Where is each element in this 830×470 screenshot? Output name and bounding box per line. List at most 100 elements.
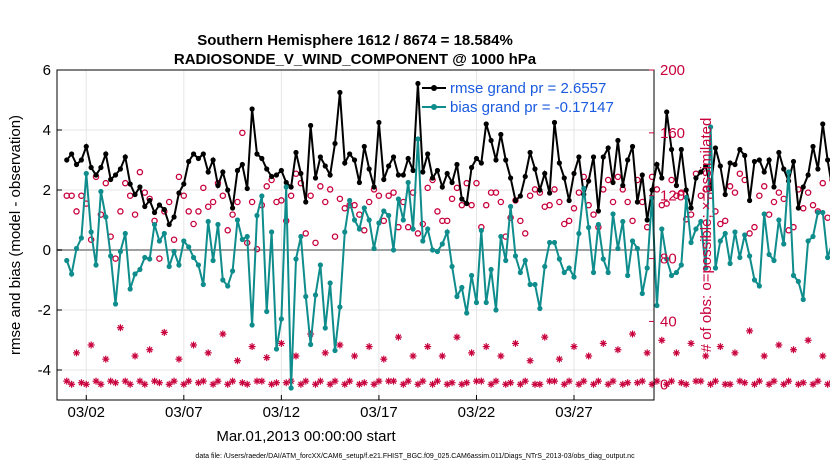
possible-point <box>200 184 207 192</box>
bias-point <box>786 169 792 175</box>
rmse-point <box>654 161 660 168</box>
assimilated-point <box>277 339 285 347</box>
possible-point <box>165 198 173 206</box>
assimilated-point <box>165 380 173 388</box>
bias-point <box>717 238 723 244</box>
assimilated-point <box>331 377 339 385</box>
bias-point <box>337 304 343 310</box>
assimilated-point <box>726 380 734 388</box>
possible-point <box>717 220 724 228</box>
possible-point <box>765 211 773 218</box>
bias-point <box>229 268 236 274</box>
possible-point <box>468 201 475 209</box>
assimilated-point <box>668 377 676 385</box>
possible-point <box>800 205 807 212</box>
bias-point <box>488 266 494 273</box>
possible-point <box>361 227 368 234</box>
x-tick-label: 03/12 <box>263 404 301 421</box>
assimilated-point <box>711 377 719 385</box>
rmse-point <box>805 172 811 178</box>
assimilated-point <box>82 380 90 388</box>
assimilated-point <box>770 377 778 385</box>
rmse-point <box>342 160 348 166</box>
assimilated-point <box>809 380 817 388</box>
bias-point <box>781 241 787 247</box>
rmse-point <box>512 197 519 204</box>
possible-point <box>526 192 534 199</box>
possible-point <box>278 197 285 204</box>
assimilated-point <box>380 355 388 363</box>
rmse-point <box>478 160 484 166</box>
bias-point <box>244 233 250 240</box>
assimilated-point <box>775 341 783 349</box>
rmse-point <box>561 175 567 181</box>
rmse-point <box>161 206 167 213</box>
assimilated-point <box>312 380 320 388</box>
rmse-point <box>312 175 319 181</box>
rmse-point <box>820 121 826 127</box>
possible-point <box>521 230 529 237</box>
rmse-point <box>464 200 470 207</box>
assimilated-point <box>755 377 763 385</box>
plot-area <box>57 70 654 400</box>
bias-point <box>771 257 777 264</box>
assimilated-point <box>141 380 149 388</box>
rmse-point <box>171 214 177 220</box>
possible-point <box>780 195 787 203</box>
assimilated-point <box>585 352 593 360</box>
rmse-point <box>693 175 699 181</box>
possible-point <box>497 198 505 206</box>
possible-point <box>307 192 314 199</box>
bias-point <box>737 254 743 261</box>
rmse-point <box>142 203 148 210</box>
rmse-point <box>190 151 197 157</box>
assimilated-point <box>351 352 359 360</box>
x-tick-label: 03/02 <box>67 404 105 421</box>
assimilated-point <box>219 330 227 338</box>
bias-line <box>65 126 830 389</box>
rmse-point <box>278 167 284 174</box>
assimilated-point <box>629 330 637 338</box>
assimilated-point <box>214 377 222 385</box>
rmse-point <box>127 181 133 187</box>
bias-point <box>712 265 719 271</box>
assimilated-point <box>789 346 797 354</box>
rmse-point <box>678 146 684 153</box>
bias-point <box>415 136 421 142</box>
possible-point <box>804 189 812 196</box>
rmse-point <box>571 170 577 177</box>
rmse-point <box>337 89 343 96</box>
y2-tick-label: 160 <box>660 125 685 142</box>
bias-point <box>83 170 89 177</box>
bias-point <box>429 247 436 253</box>
rmse-point <box>532 166 538 172</box>
possible-point <box>248 198 256 206</box>
rmse-point <box>151 209 158 216</box>
chart-subtitle: RADIOSONDE_V_WIND_COMPONENT @ 1000 hPa <box>174 51 537 68</box>
possible-point <box>190 220 197 228</box>
rmse-point <box>298 170 304 177</box>
possible-point <box>263 183 270 190</box>
rmse-point <box>225 187 231 193</box>
assimilated-point <box>185 377 193 385</box>
assimilated-point <box>565 377 573 385</box>
assimilated-point <box>716 343 724 351</box>
assimilated-point <box>658 336 666 344</box>
assimilated-point <box>594 377 602 385</box>
rmse-point <box>244 185 250 192</box>
assimilated-point <box>746 327 754 335</box>
bias-point <box>810 233 816 240</box>
rmse-point <box>737 146 743 153</box>
rmse-point <box>488 137 494 144</box>
bias-point <box>142 254 148 261</box>
rmse-point <box>537 187 543 193</box>
rmse-point <box>249 106 255 112</box>
bias-point <box>683 194 689 201</box>
bias-point <box>420 238 426 244</box>
possible-point <box>351 201 358 209</box>
assimilated-point <box>375 377 383 385</box>
rmse-point <box>303 199 309 205</box>
rmse-point <box>93 172 99 178</box>
possible-point <box>253 245 261 253</box>
assimilated-point <box>750 380 758 388</box>
